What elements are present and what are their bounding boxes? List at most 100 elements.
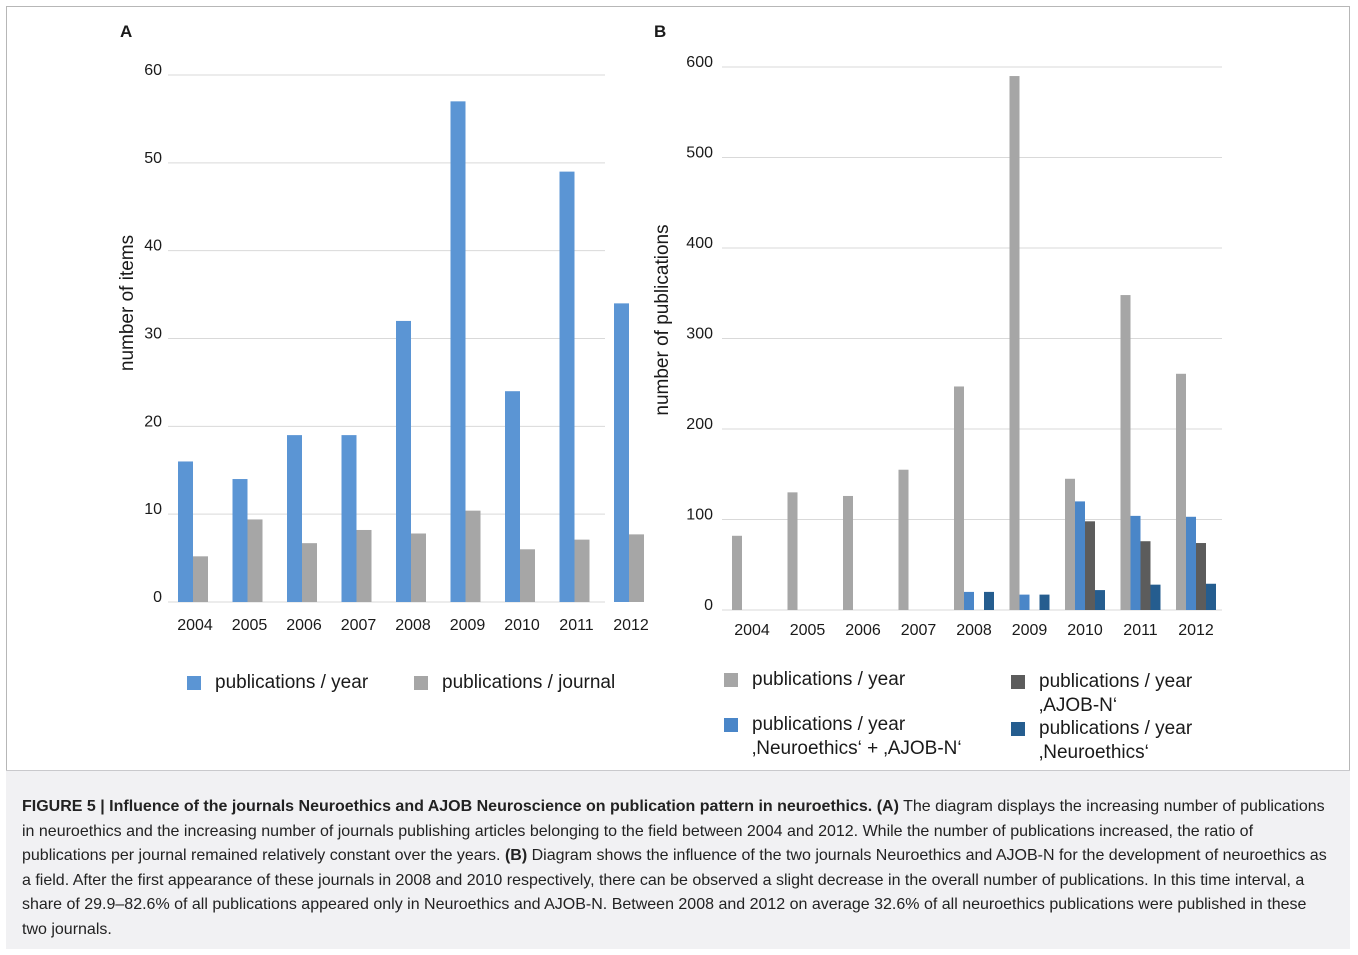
panel-b-letter: B xyxy=(654,22,667,41)
chart-b-ytick-label: 400 xyxy=(686,235,713,252)
chart-b-bar-2008-s1 xyxy=(954,386,964,610)
caption-part-b-text: Diagram shows the influence of the two j… xyxy=(22,847,1327,938)
legend-a-item-2: publications / journal xyxy=(414,671,615,695)
chart-a-bar-2008-s2 xyxy=(411,533,426,602)
chart-b-bar-2004-s1 xyxy=(732,535,742,610)
chart-a-ytick-label: 50 xyxy=(144,150,162,167)
chart-b-bar-2011-s4 xyxy=(1150,584,1161,610)
chart-a-bar-2010-s2 xyxy=(520,549,535,602)
chart-a-xtick-label: 2011 xyxy=(559,617,594,634)
chart-a-xtick-label: 2009 xyxy=(450,617,486,634)
chart-a-bar-2010-s1 xyxy=(505,391,520,602)
legend-b-item-3: publications / year ‚AJOB-N‘ xyxy=(1011,670,1192,718)
legend-b-label-4-line1: publications / year xyxy=(1039,718,1193,739)
chart-b-bar-2007-s1 xyxy=(898,469,909,610)
caption-part-b-label: (B) xyxy=(504,847,528,864)
chart-a-xtick-label: 2008 xyxy=(395,617,431,634)
chart-a-xtick-label: 2005 xyxy=(232,617,268,634)
chart-b-xtick-label: 2004 xyxy=(734,622,770,639)
chart-a-xtick-label: 2004 xyxy=(177,617,213,634)
chart-b-xtick-label: 2009 xyxy=(1012,622,1048,639)
chart-b-bar-2010-s4 xyxy=(1095,590,1105,610)
legend-b-item-1: publications / year xyxy=(724,668,905,692)
legend-b-label-3-line2: ‚AJOB-N‘ xyxy=(1039,695,1118,716)
chart-a-xtick-label: 2010 xyxy=(504,617,540,634)
caption-part-a-label: (A) xyxy=(876,798,899,815)
chart-b-bar-2008-s2 xyxy=(964,591,974,610)
chart-a-bar-2011-s2 xyxy=(574,539,590,602)
chart-b-bar-2008-s4 xyxy=(984,591,994,610)
chart-a-ylabel: number of items xyxy=(117,235,138,371)
legend-b-label-1: publications / year xyxy=(752,669,906,690)
chart-b-ytick-label: 0 xyxy=(704,597,713,614)
chart-b-ytick-label: 300 xyxy=(686,326,713,343)
chart-a-bar-2004-s1 xyxy=(178,461,193,602)
chart-a-bar-2006-s1 xyxy=(287,435,302,602)
chart-b-xtick-label: 2011 xyxy=(1123,622,1158,639)
chart-a-xtick-label: 2012 xyxy=(613,617,649,634)
chart-a-bar-2011-s1 xyxy=(559,171,575,602)
chart-b-bar-2009-s1 xyxy=(1009,76,1020,611)
chart-b-bar-2012-s1 xyxy=(1176,373,1186,610)
chart-a-ytick-label: 0 xyxy=(153,589,162,606)
chart-b-xtick-label: 2007 xyxy=(901,622,937,639)
chart-b-xtick-label: 2006 xyxy=(845,622,881,639)
caption-figure-label: FIGURE 5 | Influence of the journals Neu… xyxy=(22,798,873,815)
chart-b-bar-2011-s1 xyxy=(1120,295,1131,610)
chart-a-ytick-label: 40 xyxy=(144,238,162,255)
chart-a-xtick-label: 2006 xyxy=(286,617,322,634)
chart-a-ytick-label: 60 xyxy=(144,62,162,79)
chart-b-bar-2012-s4 xyxy=(1206,583,1216,610)
chart-b-bar-2012-s3 xyxy=(1196,543,1206,610)
chart-b-bar-2010-s2 xyxy=(1075,501,1085,610)
chart-a-bar-2007-s1 xyxy=(341,435,357,602)
caption-part-a-text: The diagram displays the increasing numb… xyxy=(22,798,1325,864)
legend-b-label-3-line1: publications / year xyxy=(1039,671,1193,692)
legend-a-swatch-2 xyxy=(414,676,428,690)
chart-b-bar-2006-s1 xyxy=(843,495,853,610)
legend-a-swatch-1 xyxy=(187,676,201,690)
legend-b-item-4: publications / year ‚Neuroethics‘ xyxy=(1011,717,1192,765)
chart-b-ytick-label: 600 xyxy=(686,54,713,71)
legend-b-item-2: publications / year ‚Neuroethics‘ + ‚AJO… xyxy=(724,713,962,761)
legend-b-swatch-2 xyxy=(724,718,738,732)
legend-b-swatch-3 xyxy=(1011,675,1025,689)
chart-a-bar-2009-s1 xyxy=(450,101,466,602)
chart-a-bar-2012-s2 xyxy=(629,534,644,602)
chart-a-bar-2006-s2 xyxy=(302,543,317,602)
chart-b-bar-2005-s1 xyxy=(787,492,798,610)
chart-b-bar-2010-s1 xyxy=(1065,478,1075,610)
legend-b-label-4-line2: ‚Neuroethics‘ xyxy=(1039,742,1149,763)
legend-b-swatch-1 xyxy=(724,673,738,687)
chart-b-bar-2009-s4 xyxy=(1039,594,1050,610)
chart-b-bar-2010-s3 xyxy=(1085,521,1095,610)
chart-b-ytick-label: 100 xyxy=(686,507,713,524)
chart-a-bar-2012-s1 xyxy=(614,303,629,602)
chart-a-xtick-label: 2007 xyxy=(341,617,377,634)
legend-a-item-1: publications / year xyxy=(187,671,368,695)
chart-a-ytick-label: 20 xyxy=(144,413,162,430)
chart-a-bar-2009-s2 xyxy=(465,510,481,602)
figure-caption: FIGURE 5 | Influence of the journals Neu… xyxy=(6,770,1350,949)
chart-a-bar-2007-s2 xyxy=(356,529,372,602)
chart-a-ytick-label: 10 xyxy=(144,501,162,518)
chart-a-bar-2008-s1 xyxy=(396,320,411,602)
chart-a-bar-2004-s2 xyxy=(193,556,208,602)
chart-b-xtick-label: 2008 xyxy=(956,622,992,639)
chart-b-bar-2011-s3 xyxy=(1140,541,1151,610)
chart-b-xtick-label: 2012 xyxy=(1178,622,1214,639)
legend-b-swatch-4 xyxy=(1011,722,1025,736)
legend-a-label-2: publications / journal xyxy=(442,672,616,693)
chart-a-bar-2005-s1 xyxy=(232,479,248,602)
panel-a-letter: A xyxy=(120,22,133,41)
legend-a-label-1: publications / year xyxy=(215,672,369,693)
chart-a-ytick-label: 30 xyxy=(144,326,162,343)
legend-b-label-2-line2: ‚Neuroethics‘ + ‚AJOB-N‘ xyxy=(752,738,962,759)
chart-b-xtick-label: 2010 xyxy=(1067,622,1103,639)
chart-b-ytick-label: 500 xyxy=(686,145,713,162)
chart-b-bar-2009-s2 xyxy=(1019,594,1030,610)
legend-b-label-2-line1: publications / year xyxy=(752,714,906,735)
chart-b-ylabel: number of publications xyxy=(652,224,673,415)
